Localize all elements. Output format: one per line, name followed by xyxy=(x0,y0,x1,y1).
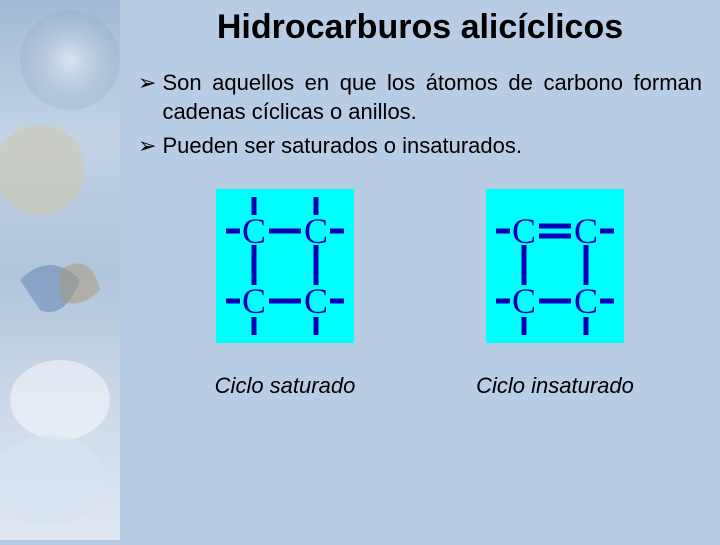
decorative-sidebar xyxy=(0,0,120,540)
caption-saturated: Ciclo saturado xyxy=(150,373,420,399)
bullet-item: ➢ Pueden ser saturados o insaturados. xyxy=(138,132,702,161)
svg-text:C: C xyxy=(574,211,598,251)
bullet-item: ➢ Son aquellos en que los átomos de carb… xyxy=(138,69,702,126)
svg-text:C: C xyxy=(512,211,536,251)
diagram-saturated: CCCC xyxy=(216,189,354,343)
caption-row: Ciclo saturado Ciclo insaturado xyxy=(130,373,710,399)
bullet-marker-icon: ➢ xyxy=(138,69,156,126)
diagram-row: CCCC CCCC xyxy=(130,189,710,343)
bullet-text: Pueden ser saturados o insaturados. xyxy=(162,132,522,161)
caption-unsaturated: Ciclo insaturado xyxy=(420,373,690,399)
bullet-marker-icon: ➢ xyxy=(138,132,156,161)
svg-text:C: C xyxy=(304,281,328,321)
slide-title: Hidrocarburos alicíclicos xyxy=(130,8,710,47)
svg-text:C: C xyxy=(242,281,266,321)
diagram-unsaturated: CCCC xyxy=(486,189,624,343)
svg-text:C: C xyxy=(242,211,266,251)
slide-content: Hidrocarburos alicíclicos ➢ Son aquellos… xyxy=(120,0,720,540)
svg-text:C: C xyxy=(304,211,328,251)
bullet-list: ➢ Son aquellos en que los átomos de carb… xyxy=(130,69,710,161)
svg-text:C: C xyxy=(574,281,598,321)
bullet-text: Son aquellos en que los átomos de carbon… xyxy=(162,69,702,126)
svg-text:C: C xyxy=(512,281,536,321)
